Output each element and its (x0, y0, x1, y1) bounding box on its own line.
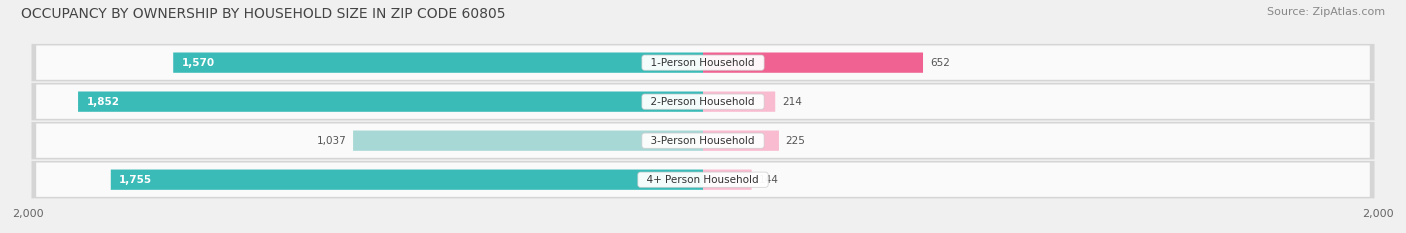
Text: 214: 214 (782, 97, 801, 107)
Text: OCCUPANCY BY OWNERSHIP BY HOUSEHOLD SIZE IN ZIP CODE 60805: OCCUPANCY BY OWNERSHIP BY HOUSEHOLD SIZE… (21, 7, 506, 21)
FancyBboxPatch shape (111, 170, 703, 190)
FancyBboxPatch shape (31, 44, 1375, 81)
Text: 144: 144 (758, 175, 778, 185)
FancyBboxPatch shape (173, 52, 703, 73)
FancyBboxPatch shape (703, 170, 752, 190)
FancyBboxPatch shape (31, 122, 1375, 159)
Text: 1,037: 1,037 (316, 136, 346, 146)
FancyBboxPatch shape (353, 130, 703, 151)
Text: 1-Person Household: 1-Person Household (644, 58, 762, 68)
Text: 1,755: 1,755 (120, 175, 152, 185)
FancyBboxPatch shape (37, 162, 1369, 197)
FancyBboxPatch shape (37, 123, 1369, 158)
FancyBboxPatch shape (703, 92, 775, 112)
FancyBboxPatch shape (703, 130, 779, 151)
Text: Source: ZipAtlas.com: Source: ZipAtlas.com (1267, 7, 1385, 17)
Text: 1,570: 1,570 (181, 58, 215, 68)
FancyBboxPatch shape (703, 52, 922, 73)
Text: 2-Person Household: 2-Person Household (644, 97, 762, 107)
Text: 652: 652 (929, 58, 949, 68)
FancyBboxPatch shape (79, 92, 703, 112)
Text: 1,852: 1,852 (87, 97, 120, 107)
FancyBboxPatch shape (31, 161, 1375, 199)
FancyBboxPatch shape (37, 85, 1369, 119)
FancyBboxPatch shape (31, 83, 1375, 120)
Text: 225: 225 (786, 136, 806, 146)
Text: 4+ Person Household: 4+ Person Household (641, 175, 765, 185)
FancyBboxPatch shape (37, 45, 1369, 80)
Text: 3-Person Household: 3-Person Household (644, 136, 762, 146)
